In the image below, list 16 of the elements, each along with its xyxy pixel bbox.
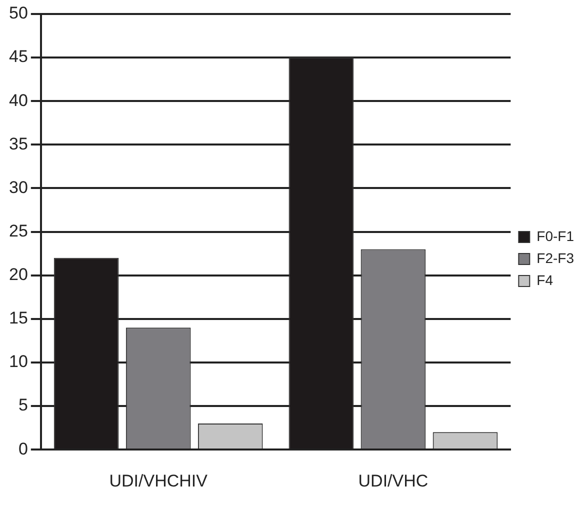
x-tick-label: UDI/VHC <box>358 471 428 490</box>
x-tick-label: UDI/VHCHIV <box>109 471 208 490</box>
y-tick-label: 15 <box>8 308 28 328</box>
y-tick-label: 30 <box>8 178 28 197</box>
y-tick-label: 45 <box>8 47 28 66</box>
y-tick-label: 5 <box>18 396 28 415</box>
y-tick-label: 0 <box>18 439 28 458</box>
y-tick-label: 40 <box>8 90 28 110</box>
legend-label: F0-F1 <box>536 228 574 244</box>
legend-label: F4 <box>536 272 554 288</box>
y-tick-label: 25 <box>8 221 28 240</box>
y-tick-label: 20 <box>8 265 28 284</box>
legend-label: F2-F3 <box>536 250 574 266</box>
y-tick-label: 35 <box>8 134 28 154</box>
y-tick-label: 50 <box>8 4 28 23</box>
y-tick-label: 10 <box>8 352 28 372</box>
